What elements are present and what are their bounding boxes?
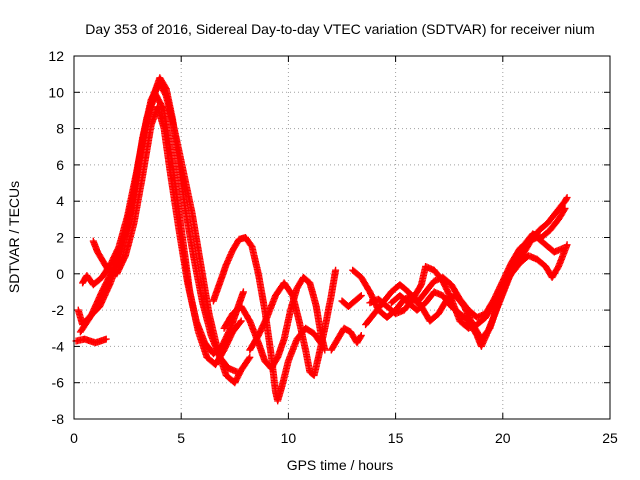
y-tick-label: 8: [56, 121, 64, 137]
data-point: [102, 335, 110, 343]
data-point: [356, 293, 364, 300]
x-tick-labels: 0 5 10 15 20 25: [70, 430, 618, 446]
y-tick-label: 10: [48, 84, 64, 100]
y-tick-label: -4: [52, 338, 65, 354]
data-point: [357, 332, 365, 339]
x-tick-label: 5: [177, 430, 185, 446]
y-tick-label: 0: [56, 266, 64, 282]
data-point: [560, 206, 568, 214]
series-arc-8: [246, 266, 340, 379]
y-axis-label: SDTVAR / TECUs: [6, 181, 22, 293]
data-point: [357, 292, 365, 300]
series-arc-2: [74, 90, 245, 369]
y-tick-label: -6: [52, 375, 65, 391]
series-arc-1: [72, 335, 110, 347]
data-point: [245, 355, 253, 363]
x-tick-label: 20: [495, 430, 511, 446]
series-arc-10: [338, 292, 365, 310]
series-arc-6: [209, 234, 325, 405]
data-point: [233, 368, 241, 376]
x-tick-label: 0: [70, 430, 78, 446]
y-tick-labels: -8 -6 -4 -2 0 2 4 6 8 10 12: [48, 48, 64, 427]
x-tick-label: 10: [281, 430, 297, 446]
y-tick-label: 2: [56, 230, 64, 246]
series-arc-14: [387, 194, 571, 350]
series-arc-12: [362, 234, 567, 329]
y-tick-label: -2: [52, 302, 65, 318]
series-arc-9: [327, 324, 365, 354]
series-arc-5: [89, 103, 247, 358]
x-axis-label: GPS time / hours: [287, 457, 394, 473]
data-point: [332, 266, 340, 274]
data-point: [236, 318, 244, 326]
y-tick-label: -8: [52, 411, 65, 427]
chart-title: Day 353 of 2016, Sidereal Day-to-day VTE…: [85, 21, 594, 37]
data-point: [237, 317, 245, 325]
y-tick-label: 12: [48, 48, 64, 64]
data-point: [246, 353, 254, 361]
series-arc-4: [79, 74, 241, 376]
y-tick-label: 4: [56, 193, 64, 209]
y-tick-label: 6: [56, 157, 64, 173]
data-point: [563, 241, 571, 249]
data-point: [239, 288, 247, 296]
data-marks: [72, 74, 571, 405]
x-tick-label: 25: [602, 430, 618, 446]
grid: [74, 56, 610, 419]
x-tick-label: 15: [388, 430, 404, 446]
